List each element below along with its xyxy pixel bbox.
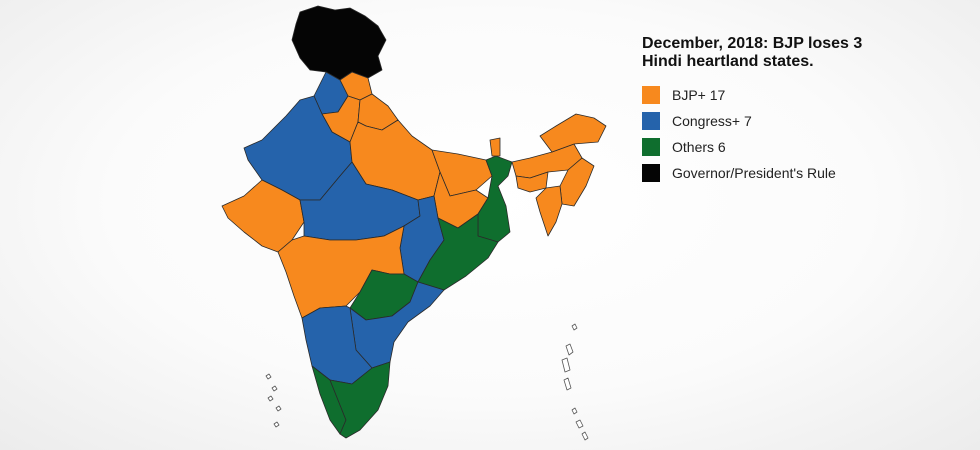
legend: December, 2018: BJP loses 3 Hindi heartl… [642,35,962,187]
region-tamil-nadu [329,361,391,439]
legend-item-bjp: BJP+ 17 [642,83,962,107]
legend-item-governor-rule: Governor/President's Rule [642,161,962,185]
legend-item-others: Others 6 [642,135,962,159]
legend-swatch-others [642,138,660,156]
legend-label-others: Others 6 [672,139,726,155]
region-odisha [417,213,499,291]
region-gujarat [221,179,305,253]
legend-title: December, 2018: BJP loses 3 Hindi heartl… [642,35,863,70]
legend-label-governor-rule: Governor/President's Rule [672,165,836,181]
legend-swatch-congress [642,112,660,130]
legend-swatch-bjp [642,86,660,104]
legend-label-bjp: BJP+ 17 [672,87,726,103]
region-tripura-mizoram [535,185,563,237]
region-jammu-kashmir [291,5,387,81]
andaman-nicobar-islands [561,323,589,441]
legend-label-congress: Congress+ 7 [672,113,752,129]
lakshadweep-islands [265,373,282,428]
region-arunachal [539,113,607,153]
legend-item-congress: Congress+ 7 [642,109,962,133]
region-sikkim [489,137,501,157]
legend-swatch-governor-rule [642,164,660,182]
